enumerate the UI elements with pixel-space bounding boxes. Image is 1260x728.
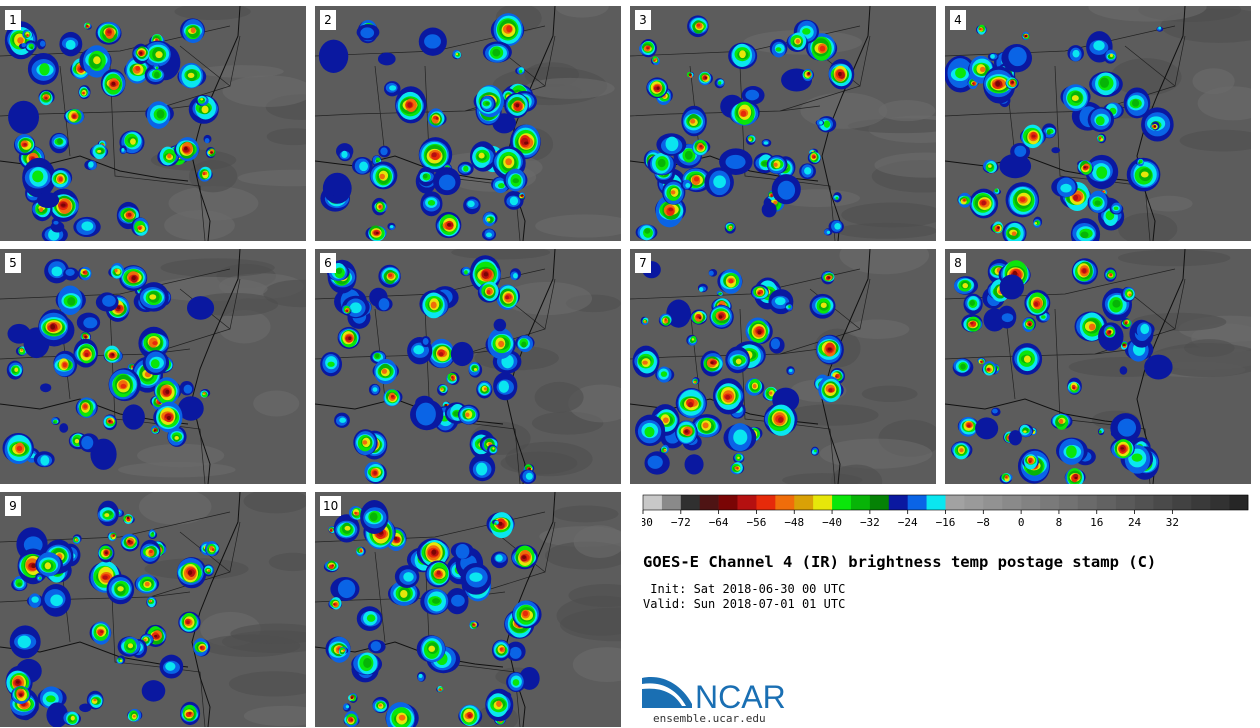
colorbar-tick-label: −24 [898, 516, 918, 529]
colorbar-swatch [1002, 495, 1022, 510]
map-panel-3: 3 [630, 6, 936, 241]
ir-map-3 [630, 6, 936, 241]
ir-map-6 [315, 249, 621, 484]
colorbar-swatch [1096, 495, 1116, 510]
colorbar-swatch [775, 495, 795, 510]
panel-label: 2 [320, 10, 336, 30]
colorbar-swatch [1153, 495, 1173, 510]
panel-label: 3 [635, 10, 651, 30]
panel-label: 1 [5, 10, 21, 30]
colorbar-tick-label: −72 [671, 516, 691, 529]
valid-time: Valid: Sun 2018-07-01 01 UTC [643, 597, 846, 611]
colorbar-swatch [1021, 495, 1041, 510]
colorbar-swatch [983, 495, 1003, 510]
colorbar-swatch [756, 495, 776, 510]
colorbar-swatch [945, 495, 965, 510]
colorbar-tick-label: 16 [1090, 516, 1103, 529]
colorbar-swatch [1058, 495, 1079, 510]
panel-label: 8 [950, 253, 966, 273]
panel-label: 9 [5, 496, 21, 516]
colorbar-tick-label: 8 [1056, 516, 1063, 529]
colorbar-tick-label: −40 [822, 516, 842, 529]
ir-map-1 [0, 6, 306, 241]
colorbar-swatch [794, 495, 814, 510]
colorbar-swatch [699, 495, 719, 510]
ncar-logo: NCAR [642, 677, 786, 712]
colorbar-tick-label: −64 [709, 516, 729, 529]
colorbar-swatch [1210, 495, 1230, 510]
colorbar-swatch [850, 495, 871, 510]
colorbar-swatch [888, 495, 908, 510]
panel-label: 6 [320, 253, 336, 273]
colorbar-swatch [907, 495, 927, 510]
colorbar-swatch [643, 495, 663, 510]
ir-map-9 [0, 492, 306, 727]
map-panel-2: 2 [315, 6, 621, 241]
colorbar-tick-label: 32 [1166, 516, 1179, 529]
colorbar-swatch [1191, 495, 1211, 510]
colorbar-tick-label: −48 [784, 516, 804, 529]
colorbar-tick-label: −16 [936, 516, 956, 529]
map-panel-9: 9 [0, 492, 306, 727]
map-panel-8: 8 [945, 249, 1251, 484]
ir-map-7 [630, 249, 936, 484]
panel-label: 4 [950, 10, 966, 30]
colorbar-tick-label: 0 [1018, 516, 1025, 529]
colorbar-tick-label: 24 [1128, 516, 1142, 529]
colorbar-swatch [718, 495, 738, 510]
figure-title: GOES-E Channel 4 (IR) brightness temp po… [643, 553, 1157, 571]
colorbar-swatch [869, 495, 890, 510]
ir-map-2 [315, 6, 621, 241]
colorbar-swatch [1040, 495, 1060, 510]
ncar-url: ensemble.ucar.edu [653, 712, 766, 725]
ir-map-4 [945, 6, 1251, 241]
colorbar-swatch [1134, 495, 1154, 510]
colorbar-swatch [1229, 495, 1249, 510]
map-panel-7: 7 [630, 249, 936, 484]
map-panel-1: 1 [0, 6, 306, 241]
colorbar-tick-label: −8 [977, 516, 990, 529]
ir-map-8 [945, 249, 1251, 484]
ir-map-5 [0, 249, 306, 484]
colorbar-swatch [661, 495, 682, 510]
panel-label: 7 [635, 253, 651, 273]
colorbar-swatch [832, 495, 852, 510]
colorbar-tick-label: −32 [860, 516, 880, 529]
map-panel-10: 10 [315, 492, 621, 727]
colorbar-swatch [737, 495, 757, 510]
ncar-logo-swoosh [642, 677, 692, 708]
colorbar-swatch [813, 495, 833, 510]
init-time: Init: Sat 2018-06-30 00 UTC [643, 582, 846, 596]
panel-label: 5 [5, 253, 21, 273]
map-panel-6: 6 [315, 249, 621, 484]
ir-map-10 [315, 492, 621, 727]
colorbar-tick-label: −80 [642, 516, 653, 529]
colorbar-swatch [680, 495, 701, 510]
ncar-logo-text: NCAR [695, 679, 786, 712]
colorbar-swatch [926, 495, 946, 510]
colorbar-swatch [964, 495, 984, 510]
map-panel-4: 4 [945, 6, 1251, 241]
colorbar-swatch [1172, 495, 1192, 510]
map-panel-5: 5 [0, 249, 306, 484]
panel-label: 10 [320, 496, 342, 516]
colorbar-swatch [1077, 495, 1098, 510]
colorbar-tick-label: −56 [747, 516, 767, 529]
colorbar-swatch [1115, 495, 1135, 510]
